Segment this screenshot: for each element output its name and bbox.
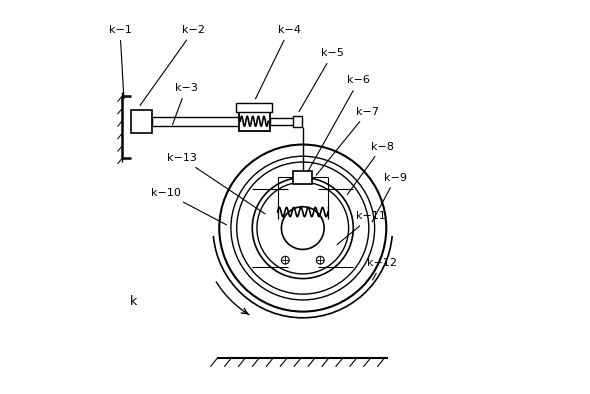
Text: k: k: [130, 296, 137, 309]
Bar: [239, 112, 270, 130]
Text: k−3: k−3: [172, 83, 198, 125]
Text: k−7: k−7: [316, 106, 379, 175]
Text: k−4: k−4: [255, 25, 300, 99]
Bar: [152, 117, 239, 126]
Text: k−13: k−13: [167, 153, 265, 214]
Bar: [293, 171, 313, 184]
Bar: [236, 103, 273, 112]
Text: k−6: k−6: [308, 76, 371, 171]
Text: k−1: k−1: [109, 25, 132, 99]
Text: k−10: k−10: [151, 188, 227, 225]
Text: k−2: k−2: [140, 25, 205, 106]
Bar: [131, 110, 152, 133]
Text: k−5: k−5: [299, 48, 345, 112]
Text: k−11: k−11: [337, 212, 386, 245]
Bar: [270, 118, 295, 125]
Bar: [293, 116, 302, 127]
Text: k−12: k−12: [367, 258, 397, 280]
Text: k−8: k−8: [348, 141, 394, 195]
Text: k−9: k−9: [372, 173, 407, 222]
